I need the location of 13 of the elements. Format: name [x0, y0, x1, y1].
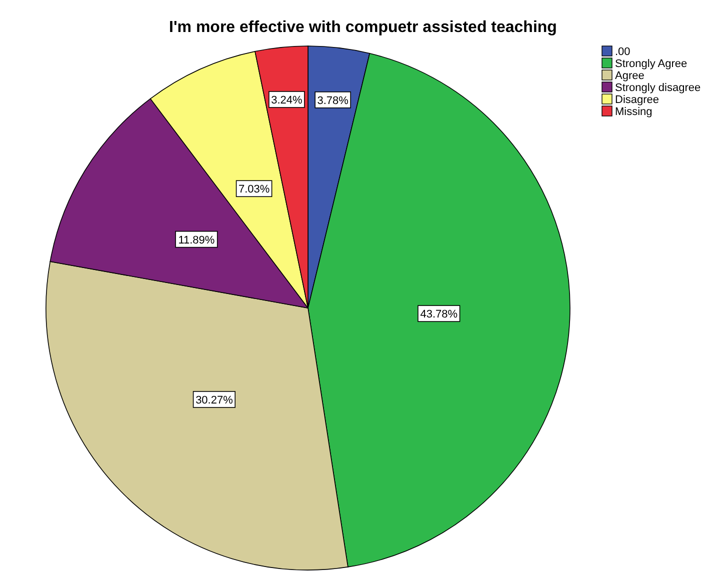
data-label: 3.78% [317, 94, 349, 107]
data-label: 3.24% [271, 94, 303, 106]
legend-label: Disagree [615, 94, 660, 106]
chart-title: I'm more effective with compuetr assisted teaching [169, 19, 557, 36]
legend-label: Strongly Agree [615, 58, 688, 70]
data-label: 43.78% [420, 308, 458, 321]
legend-label: Agree [615, 70, 644, 82]
data-label: 7.03% [238, 184, 270, 196]
legend-label: Strongly disagree [615, 82, 701, 94]
legend-label: .00 [615, 46, 630, 58]
legend-label: Missing [615, 106, 652, 118]
data-label: 30.27% [196, 394, 234, 406]
data-label: 11.89% [178, 234, 215, 246]
